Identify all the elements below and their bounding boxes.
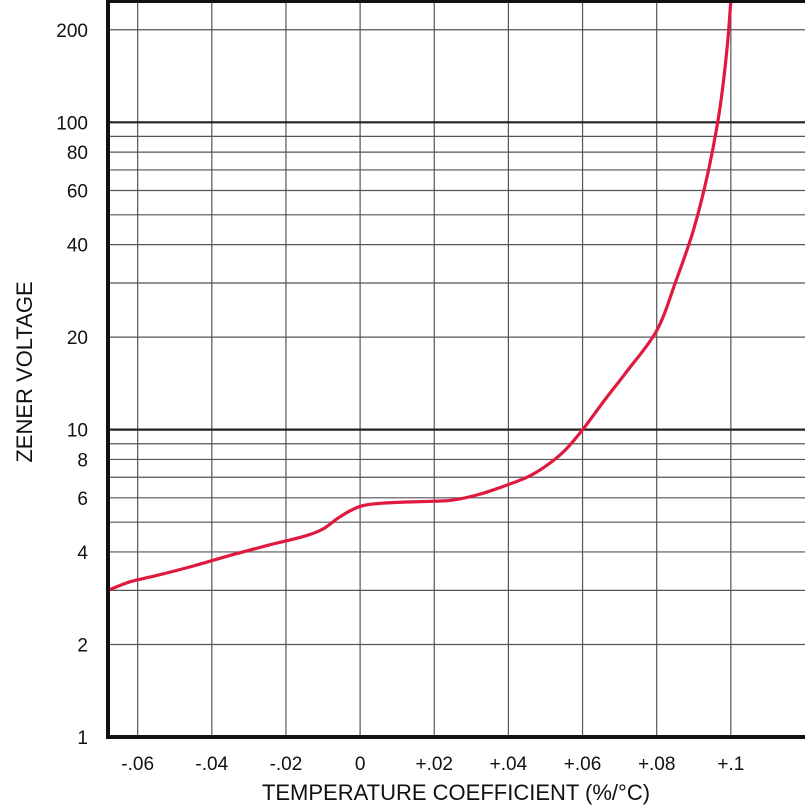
y-axis-title: ZENER VOLTAGE xyxy=(12,281,37,462)
series-line-0 xyxy=(106,0,733,592)
y-tick-labels: 1 2 4 6 8 10 20 40 60 80 100 200 xyxy=(56,21,88,749)
x-tick-label-3: 0 xyxy=(355,754,366,775)
y-tick-label-5: 10 xyxy=(67,421,88,442)
data-series xyxy=(106,0,733,592)
plot-frame xyxy=(106,0,805,739)
x-tick-label-7: +.08 xyxy=(638,754,676,775)
x-tick-labels: -.06 -.04 -.02 0 +.02 +.04 +.06 +.08 +.1 xyxy=(121,754,744,775)
y-tick-label-6: 20 xyxy=(67,328,88,349)
y-tick-label-0: 1 xyxy=(77,728,88,749)
y-tick-label-2: 4 xyxy=(77,543,88,564)
y-tick-label-8: 60 xyxy=(67,181,88,202)
x-tick-label-4: +.02 xyxy=(415,754,453,775)
x-tick-label-1: -.04 xyxy=(195,754,228,775)
y-tick-label-9: 80 xyxy=(67,143,88,164)
x-tick-label-0: -.06 xyxy=(121,754,154,775)
x-tick-label-6: +.06 xyxy=(564,754,602,775)
x-axis-title: TEMPERATURE COEFFICIENT (%/°C) xyxy=(262,780,650,805)
y-tick-label-3: 6 xyxy=(77,489,88,510)
x-tick-label-5: +.04 xyxy=(490,754,528,775)
x-tick-label-2: -.02 xyxy=(270,754,303,775)
horizontal-gridlines xyxy=(108,29,805,646)
y-tick-label-1: 2 xyxy=(77,635,88,656)
y-tick-label-11: 200 xyxy=(56,21,88,42)
y-tick-label-10: 100 xyxy=(56,113,88,134)
y-tick-label-4: 8 xyxy=(77,450,88,471)
y-tick-label-7: 40 xyxy=(67,236,88,257)
x-tick-label-8: +.1 xyxy=(717,754,744,775)
